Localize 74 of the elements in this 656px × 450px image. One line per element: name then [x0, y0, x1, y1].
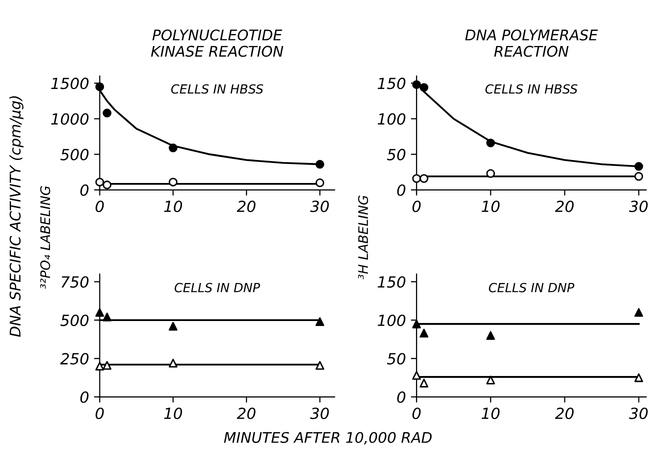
point: [420, 378, 428, 388]
x-tick-label: 20: [555, 408, 574, 420]
y-tick-label: 1500: [51, 78, 89, 90]
x-tick-label: 10: [164, 408, 182, 420]
x-tick-label: 20: [236, 200, 256, 212]
point: [634, 373, 644, 382]
point: [102, 312, 112, 322]
point: [316, 160, 324, 169]
point: [486, 376, 495, 384]
point: [95, 82, 104, 92]
point: [634, 308, 644, 317]
point: [486, 169, 495, 178]
y-tick-label: 500: [60, 148, 89, 160]
point: [95, 178, 104, 186]
point: [634, 162, 644, 171]
point: [316, 178, 324, 188]
point: [102, 361, 112, 370]
chart-title: DNA POLYMERASE REACTION: [465, 29, 598, 57]
y-tick-label: 0: [80, 184, 89, 196]
point: [316, 317, 324, 326]
y-tick-label: 0: [397, 184, 406, 196]
text: CELLS IN DNP: [488, 282, 574, 292]
x-tick-label: 30: [629, 200, 648, 212]
y-tick-label: 250: [60, 352, 89, 365]
x-tick-label: 0: [412, 408, 421, 420]
text: CELLS IN DNP: [174, 282, 260, 292]
y-tick-label: 50: [387, 352, 406, 365]
point: [102, 108, 112, 118]
y-tick-label: 0: [80, 391, 89, 403]
x-tick-label: 0: [96, 200, 104, 212]
x-axis-title: MINUTES AFTER 10,000 RAD: [224, 432, 432, 444]
point: [420, 83, 428, 92]
x-tick-label: 0: [412, 200, 421, 212]
x-tick-label: 30: [310, 408, 329, 420]
chart-title: POLYNUCLEOTIDE KINASE REACTION: [151, 29, 284, 57]
x-tick-label: 10: [482, 200, 500, 212]
y-axis-title: ³H LABELING: [358, 196, 368, 280]
point: [486, 331, 495, 340]
x-tick-label: 30: [629, 408, 648, 420]
y-tick-label: 0: [397, 391, 406, 403]
point: [412, 371, 421, 380]
point: [316, 361, 324, 370]
point: [168, 144, 178, 152]
y-axis-title: DNA SPECIFIC ACTIVITY (cpm/μg): [9, 96, 24, 337]
point: [95, 362, 104, 371]
x-tick-label: 10: [482, 408, 500, 420]
y-tick-label: 50: [387, 148, 406, 160]
x-tick-label: 20: [236, 408, 256, 420]
x-tick-label: 20: [555, 200, 574, 212]
y-tick-label: 150: [378, 78, 406, 90]
point: [634, 172, 644, 181]
text: CELLS IN HBSS: [171, 84, 264, 94]
point: [168, 178, 178, 186]
point: [420, 328, 428, 338]
y-axis-title: ³²PO₄ LABELING: [40, 186, 50, 289]
y-tick-label: 750: [62, 276, 89, 288]
x-tick-label: 10: [164, 200, 182, 212]
point: [95, 308, 104, 317]
y-tick-label: 100: [378, 314, 406, 326]
point: [168, 358, 178, 368]
point: [420, 174, 428, 183]
point: [168, 322, 178, 331]
point: [412, 320, 421, 328]
y-tick-label: 1000: [51, 113, 89, 125]
y-tick-label: 500: [60, 314, 89, 326]
point: [412, 174, 421, 183]
y-tick-label: 100: [378, 113, 406, 125]
x-tick-label: 0: [96, 408, 104, 420]
point: [102, 180, 112, 190]
y-tick-label: 150: [378, 276, 406, 288]
text: CELLS IN HBSS: [485, 84, 578, 94]
point: [486, 138, 495, 148]
point: [412, 80, 421, 89]
x-tick-label: 30: [310, 200, 329, 212]
